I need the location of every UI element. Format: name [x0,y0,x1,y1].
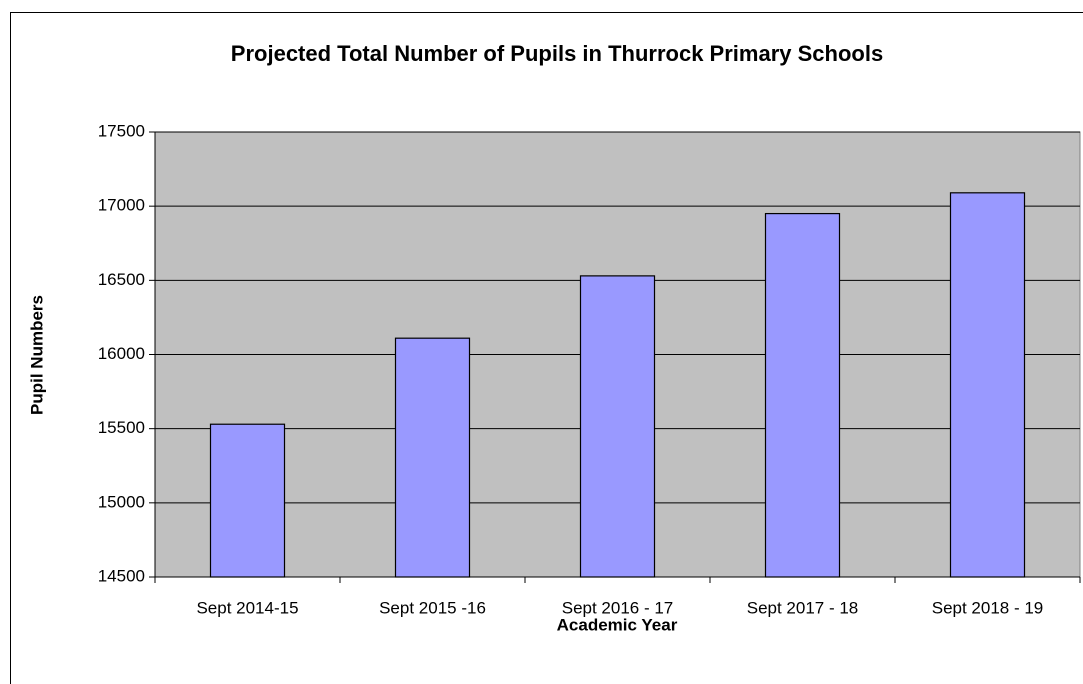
bar [394,337,471,578]
y-tick-label: 16000 [98,344,145,363]
x-tick-label: Sept 2014-15 [196,598,298,617]
y-tick-label: 17500 [98,121,145,140]
bar [764,212,841,578]
y-tick-label: 16500 [98,270,145,289]
chart-title: Projected Total Number of Pupils in Thur… [231,41,883,66]
x-axis-title: Academic Year [557,615,678,634]
x-tick-label: Sept 2018 - 19 [932,598,1044,617]
bar [949,192,1026,578]
bar [209,423,286,578]
y-tick-label: 17000 [98,196,145,215]
y-tick-label: 15000 [98,492,145,511]
bar [579,275,656,578]
y-tick-label: 14500 [98,566,145,585]
y-tick-label: 15500 [98,418,145,437]
x-tick-label: Sept 2015 -16 [379,598,486,617]
x-tick-label: Sept 2016 - 17 [562,598,674,617]
x-tick-label: Sept 2017 - 18 [747,598,859,617]
y-axis-title: Pupil Numbers [27,295,46,415]
